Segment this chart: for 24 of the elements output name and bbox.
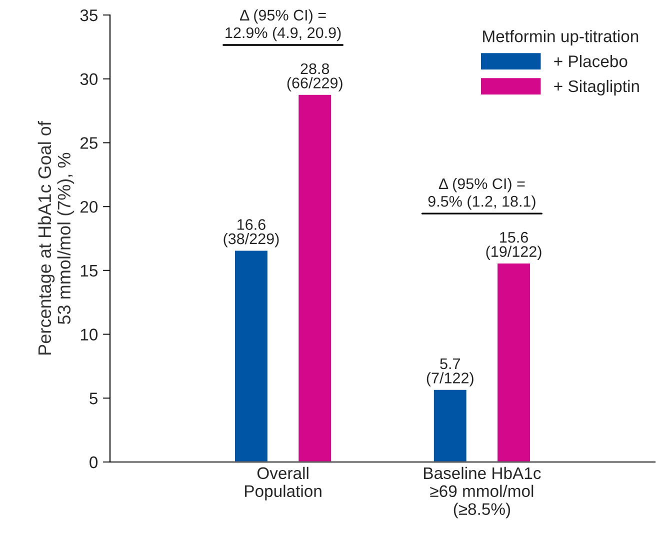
bar — [496, 262, 532, 462]
legend-title: Metformin up-titration — [483, 30, 638, 46]
y-tick-label: 0 — [90, 456, 98, 468]
y-tick-label: 25 — [80, 137, 98, 149]
legend-label: + Sitagliptin — [554, 80, 639, 96]
bar — [234, 249, 269, 462]
y-tick-label: 35 — [80, 9, 98, 22]
bar — [432, 388, 468, 462]
data-label: 15.6 (19/122) — [486, 232, 542, 260]
legend-label: + Placebo — [554, 54, 628, 68]
y-tick-label: 20 — [80, 200, 98, 213]
annotation: Δ (95% CI) = 9.5% (1.2, 18.1) — [428, 178, 536, 210]
y-tick-label: 5 — [90, 392, 98, 404]
data-label: 16.6 (38/229) — [224, 219, 279, 248]
x-tick-label: Baseline HbA1c ≥69 mmol/mol (≥8.5%) — [424, 466, 541, 518]
x-tick-label: Overall Population — [245, 466, 322, 500]
y-tick-label: 30 — [80, 73, 98, 86]
y-tick-label: 15 — [80, 265, 98, 277]
data-label: 28.8 (66/229) — [287, 63, 342, 92]
data-label: 5.7 (7/122) — [426, 358, 474, 386]
bar — [297, 93, 332, 462]
y-tick-label: 10 — [80, 328, 98, 340]
annotation: Δ (95% CI) = 12.9% (4.9, 20.9) — [226, 9, 341, 42]
y-axis-title: Percentage at HbA1c Goal of 53 mmol/mol (7%), % — [38, 121, 74, 354]
